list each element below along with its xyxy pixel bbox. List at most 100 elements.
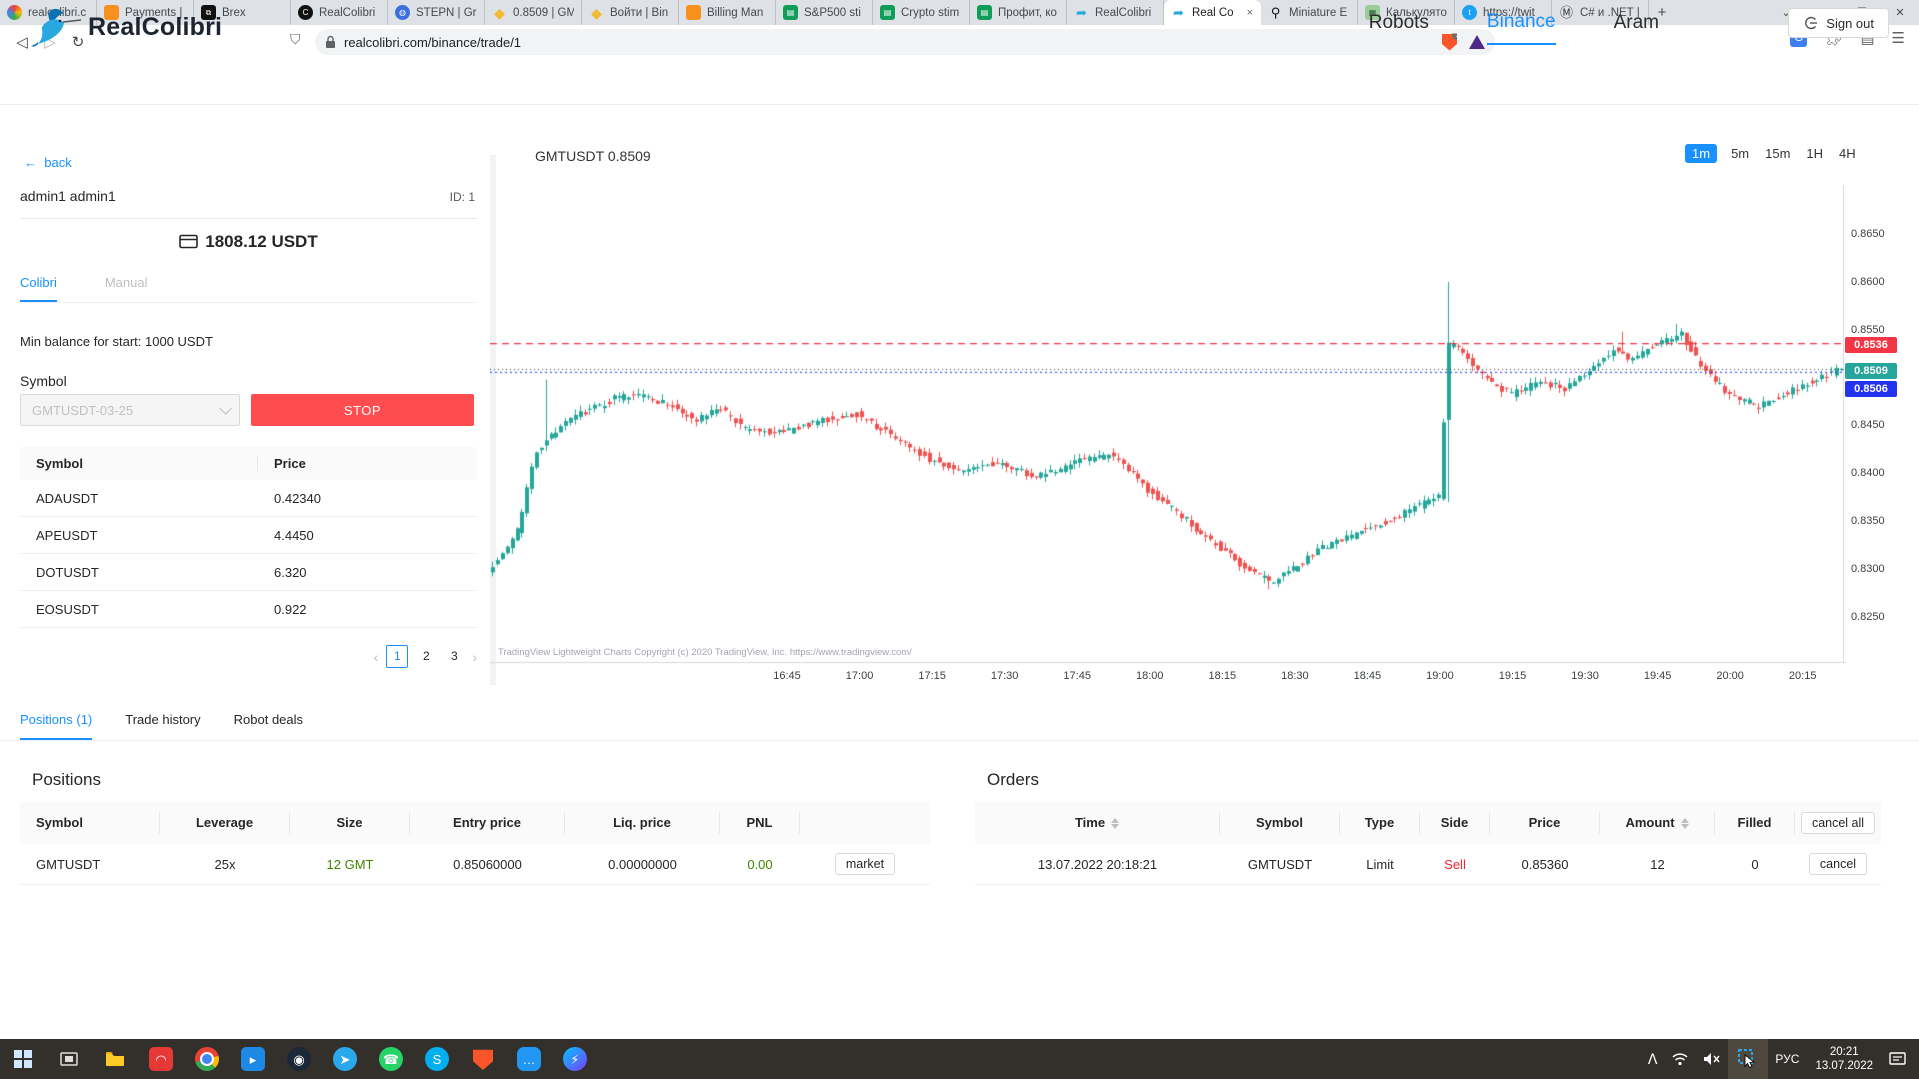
stepn-blue-icon: ◍ bbox=[395, 5, 410, 20]
browser-tab[interactable]: ⚲ Miniature E bbox=[1261, 0, 1358, 25]
nav-binance[interactable]: Binance bbox=[1486, 0, 1556, 45]
task-view-icon[interactable] bbox=[46, 1039, 92, 1079]
brex-black-icon: ⧉ bbox=[201, 5, 216, 20]
price-chart[interactable] bbox=[490, 185, 1846, 685]
time-axis-label: 18:30 bbox=[1281, 670, 1309, 682]
browser-tab[interactable]: ➦ Real Co × bbox=[1164, 0, 1261, 25]
browser-tab[interactable]: t https://twit bbox=[1455, 0, 1552, 25]
symbol-price-row[interactable]: ADAUSDT 0.42340 bbox=[20, 480, 477, 517]
cancel-order-button[interactable]: cancel bbox=[1808, 853, 1868, 875]
tab-robot-deals[interactable]: Robot deals bbox=[233, 712, 304, 727]
tab-close-icon[interactable]: × bbox=[1246, 6, 1253, 19]
pagination-page-2[interactable]: 2 bbox=[422, 649, 430, 663]
forward-icon[interactable]: ▷ bbox=[44, 34, 56, 51]
reload-icon[interactable]: ↻ bbox=[71, 34, 85, 51]
sort-icons[interactable] bbox=[1680, 818, 1689, 830]
browser-tab[interactable]: Payments | bbox=[97, 0, 194, 25]
file-explorer-icon[interactable] bbox=[92, 1039, 138, 1079]
symbol-select[interactable]: GMTUSDT-03-25 bbox=[20, 394, 240, 426]
windows-start-icon[interactable] bbox=[0, 1039, 46, 1079]
whatsapp-icon[interactable]: ☎ bbox=[368, 1039, 414, 1079]
timeframe-15m[interactable]: 15m bbox=[1765, 146, 1791, 161]
steam-icon[interactable]: ◉ bbox=[276, 1039, 322, 1079]
browser-tab[interactable]: ▤ Crypto stim bbox=[873, 0, 970, 25]
symbol-price-row[interactable]: EOSUSDT 0.922 bbox=[20, 591, 477, 628]
tray-expand-icon[interactable]: ᐱ bbox=[1647, 1050, 1658, 1067]
address-bar[interactable]: realcolibri.com/binance/trade/1 1 bbox=[315, 29, 1495, 55]
symbol-price-row[interactable]: APEUSDT 4.4450 bbox=[20, 517, 477, 554]
browser-tab[interactable]: Billing Man bbox=[679, 0, 776, 25]
cancel-all-button[interactable]: cancel all bbox=[1800, 812, 1876, 834]
timeframe-1m[interactable]: 1m bbox=[1685, 144, 1718, 163]
language-indicator[interactable]: РУС bbox=[1775, 1052, 1800, 1066]
col: PNL bbox=[720, 812, 800, 834]
binance-diamond-icon: ◆ bbox=[494, 4, 505, 21]
back-icon[interactable]: ◁ bbox=[16, 34, 28, 51]
tab-title: Billing Man bbox=[707, 6, 764, 19]
pagination-next-icon[interactable]: › bbox=[472, 648, 477, 665]
brave-icon[interactable] bbox=[460, 1039, 506, 1079]
tab-colibri[interactable]: Colibri bbox=[20, 275, 57, 302]
price-axis-label: 0.8600 bbox=[1851, 275, 1885, 288]
twitter-blue-icon: t bbox=[1462, 5, 1477, 20]
nav-aram[interactable]: Aram bbox=[1613, 11, 1659, 33]
brand-logo[interactable]: RealColibri bbox=[30, 5, 222, 49]
sort-icons[interactable] bbox=[1111, 818, 1120, 830]
snip-tool-icon[interactable] bbox=[1728, 1039, 1769, 1079]
browser-tab[interactable]: ◆ 0.8509 | GM bbox=[485, 0, 582, 25]
col-time[interactable]: Time bbox=[975, 812, 1220, 834]
app-header bbox=[0, 59, 1919, 105]
chrome-icon[interactable] bbox=[184, 1039, 230, 1079]
row-price: 4.4450 bbox=[274, 527, 314, 543]
clock[interactable]: 20:21 13.07.2022 bbox=[1806, 1039, 1882, 1079]
price-axis-label: 0.8350 bbox=[1851, 515, 1885, 528]
browser-tab-strip: realcolibri.cPayments |⧉BrexCRealColibri… bbox=[0, 0, 1919, 25]
back-link[interactable]: ← back bbox=[24, 155, 72, 170]
messenger-icon[interactable]: ⚡ bbox=[552, 1039, 598, 1079]
pagination-prev-icon[interactable]: ‹ bbox=[373, 648, 379, 665]
timeframe-5m[interactable]: 5m bbox=[1731, 146, 1750, 161]
timeframe-4H[interactable]: 4H bbox=[1839, 146, 1856, 161]
browser-tab[interactable]: ◆ Войти | Bin bbox=[582, 0, 679, 25]
position-pnl: 0.00 bbox=[747, 856, 773, 872]
pagination-page-1[interactable]: 1 bbox=[386, 645, 409, 668]
telegram-icon[interactable]: ➤ bbox=[322, 1039, 368, 1079]
volume-muted-icon[interactable] bbox=[1696, 1039, 1728, 1079]
browser-tab[interactable]: C RealColibri bbox=[291, 0, 388, 25]
time-axis-label: 17:30 bbox=[990, 670, 1019, 682]
tab-title: Brex bbox=[222, 6, 246, 19]
skype-icon[interactable]: S bbox=[414, 1039, 460, 1079]
symbol-price-row[interactable]: DOTUSDT 6.320 bbox=[20, 554, 477, 591]
new-tab-button[interactable]: + bbox=[1657, 4, 1667, 21]
browser-tab[interactable]: ⧉ Brex bbox=[194, 0, 291, 25]
close-icon[interactable]: ✕ bbox=[1895, 7, 1905, 19]
sign-out-label: Sign out bbox=[1826, 15, 1874, 31]
tab-positions[interactable]: Positions (1) bbox=[20, 712, 93, 740]
browser-tab[interactable]: ▤ Профит, ко bbox=[970, 0, 1067, 25]
tab-manual[interactable]: Manual bbox=[104, 275, 148, 290]
tab-trade-history[interactable]: Trade history bbox=[125, 712, 201, 727]
bookmark-icon[interactable]: ⛉ bbox=[290, 31, 301, 47]
menu-icon[interactable]: ☰ bbox=[1891, 30, 1905, 47]
timeframe-1H[interactable]: 1H bbox=[1806, 146, 1824, 161]
wifi-icon[interactable] bbox=[1664, 1039, 1696, 1079]
sign-out-button[interactable]: Sign out bbox=[1788, 8, 1889, 38]
col-amount[interactable]: Amount bbox=[1600, 812, 1715, 834]
notifications-icon[interactable] bbox=[1882, 1039, 1919, 1079]
chat-app-icon[interactable]: … bbox=[506, 1039, 552, 1079]
browser-tab[interactable]: ➦ RealColibri bbox=[1067, 0, 1164, 25]
brave-rewards-icon[interactable] bbox=[1469, 35, 1485, 49]
browser-tab[interactable]: ▤ S&P500 sti bbox=[776, 0, 873, 25]
browser-tab[interactable]: ▦ Калькулято bbox=[1358, 0, 1455, 25]
pagination-page-3[interactable]: 3 bbox=[450, 649, 458, 663]
nav-robots[interactable]: Robots bbox=[1368, 11, 1429, 33]
app-red-icon[interactable]: ◠ bbox=[138, 1039, 184, 1079]
market-close-button[interactable]: market bbox=[834, 853, 896, 875]
browser-tab[interactable]: Ⓜ C# и .NET | bbox=[1552, 0, 1649, 25]
brave-shield-icon[interactable]: 1 bbox=[1442, 33, 1457, 51]
browser-tab[interactable]: ◍ STEPN | Gr bbox=[388, 0, 485, 25]
stop-button[interactable]: STOP bbox=[251, 394, 474, 426]
video-app-icon[interactable]: ▸ bbox=[230, 1039, 276, 1079]
tab-search-icon[interactable]: ⌄ bbox=[1781, 7, 1791, 19]
time-axis-label: 19:45 bbox=[1643, 670, 1672, 682]
